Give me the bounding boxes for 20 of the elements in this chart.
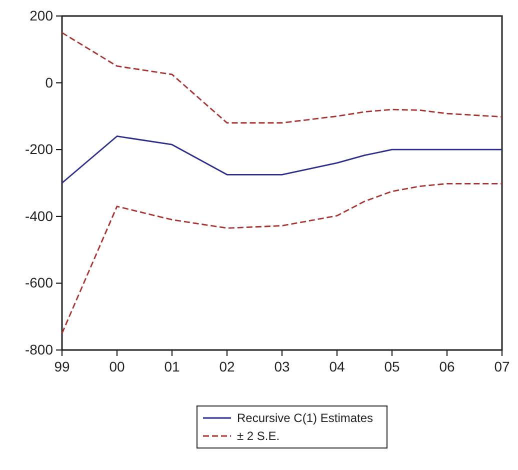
legend-label: ± 2 S.E. <box>237 429 280 443</box>
line-series <box>61 182 503 334</box>
x-tick-label: 02 <box>219 358 235 375</box>
x-tick-label: 04 <box>329 358 345 375</box>
y-tick-label: -800 <box>24 341 54 358</box>
y-tick-label: -400 <box>24 208 54 224</box>
x-tick-label: 06 <box>439 358 455 375</box>
y-tick-label: -600 <box>24 274 54 291</box>
legend-label: Recursive C(1) Estimates <box>237 411 374 425</box>
line-series <box>61 32 503 124</box>
x-tick-label: 99 <box>54 358 70 375</box>
x-tick-label: 05 <box>384 358 400 375</box>
y-tick-label: -200 <box>24 141 54 158</box>
y-tick-label: 200 <box>30 7 54 24</box>
x-tick-label: 00 <box>109 358 125 375</box>
x-tick-label: 03 <box>274 358 290 375</box>
line-series <box>61 136 503 184</box>
x-tick-label: 01 <box>164 358 180 375</box>
x-tick-label: 07 <box>494 358 510 375</box>
y-tick-label: 0 <box>45 74 54 90</box>
